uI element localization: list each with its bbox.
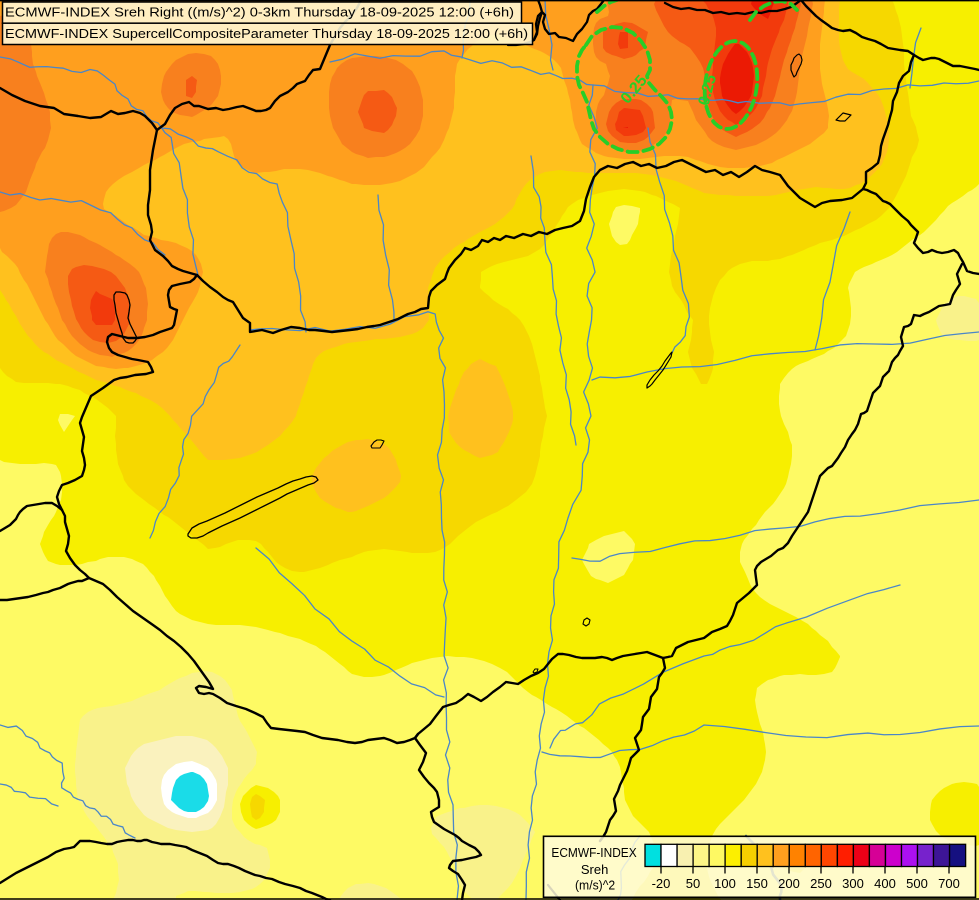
svg-text:100: 100 [714, 876, 736, 891]
svg-text:150: 150 [746, 876, 768, 891]
svg-text:250: 250 [810, 876, 832, 891]
svg-text:ECMWF-INDEX: ECMWF-INDEX [551, 846, 637, 860]
svg-text:ECMWF-INDEX SupercellComposite: ECMWF-INDEX SupercellCompositeParameter … [5, 26, 528, 41]
svg-text:200: 200 [778, 876, 800, 891]
svg-text:700: 700 [938, 876, 960, 891]
svg-text:(m/s)^2: (m/s)^2 [575, 877, 615, 892]
svg-text:-20: -20 [652, 876, 671, 891]
svg-text:500: 500 [906, 876, 928, 891]
svg-text:400: 400 [874, 876, 896, 891]
svg-text:ECMWF-INDEX Sreh Right ((m/s)^: ECMWF-INDEX Sreh Right ((m/s)^2) 0-3km T… [5, 5, 514, 20]
svg-text:50: 50 [686, 876, 700, 891]
svg-text:300: 300 [842, 876, 864, 891]
svg-text:Sreh: Sreh [581, 862, 608, 877]
